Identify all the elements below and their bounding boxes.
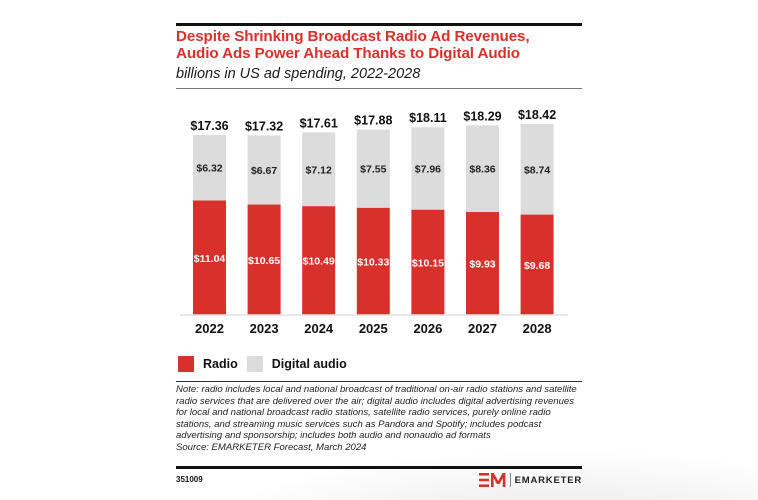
bar-radio-2026 <box>411 209 445 315</box>
data-label-radio-2025: $10.33 <box>357 256 389 268</box>
data-label-radio-2026: $10.15 <box>412 257 444 269</box>
total-label-2027: $18.29 <box>463 109 501 123</box>
total-label-2023: $17.32 <box>245 119 283 133</box>
chart-title-line-1: Despite Shrinking Broadcast Radio Ad Rev… <box>176 28 530 45</box>
bar-radio-2028 <box>520 214 554 315</box>
total-label-2025: $17.88 <box>354 114 392 128</box>
data-label-digital-audio-2025: $7.55 <box>360 164 386 176</box>
data-label-radio-2024: $10.49 <box>303 256 335 268</box>
legend-swatch-digital-audio <box>246 356 263 372</box>
data-label-digital-audio-2022: $6.32 <box>196 163 222 175</box>
data-label-digital-audio-2023: $6.67 <box>251 165 277 177</box>
chart-title-line-2: Audio Ads Power Ahead Thanks to Digital … <box>176 44 520 62</box>
bar-digital-audio-2022 <box>193 134 226 201</box>
legend-label-radio: Radio <box>203 357 238 371</box>
x-tick-label-2025: 2025 <box>359 321 388 336</box>
labels-layer: $6.32 $11.04 $17.36 2022 $6.67 $10.65 $17.32 20… <box>190 108 556 336</box>
bar-radio-2024 <box>302 206 336 315</box>
bar-digital-audio-2025 <box>356 129 390 208</box>
em-logo-icon <box>478 473 506 487</box>
bar-radio-2023 <box>247 204 281 315</box>
bar-digital-audio-2026 <box>411 127 445 210</box>
bar-digital-audio-2023 <box>247 135 281 205</box>
note-rule <box>176 381 582 382</box>
total-label-2026: $18.11 <box>409 111 447 125</box>
x-tick-label-2022: 2022 <box>195 321 224 336</box>
footer-rule <box>176 466 582 469</box>
data-label-radio-2028: $9.68 <box>524 260 550 272</box>
data-label-radio-2023: $10.65 <box>248 255 280 267</box>
x-tick-label-2026: 2026 <box>413 321 442 336</box>
chart-title: Despite Shrinking Broadcast Radio Ad Rev… <box>176 28 582 62</box>
note-text: Note: radio includes local and national … <box>176 384 577 442</box>
emarketer-logo: EMARKETER <box>478 473 582 487</box>
legend: Radio Digital audio <box>178 356 356 372</box>
total-label-2024: $17.61 <box>300 116 338 130</box>
legend-swatch-radio <box>178 356 194 372</box>
x-tick-label-2027: 2027 <box>468 321 497 336</box>
chart-subtitle: billions in US ad spending, 2022-2028 <box>176 66 421 82</box>
chart-card: Despite Shrinking Broadcast Radio Ad Rev… <box>176 0 582 500</box>
source-text: Source: EMARKETER Forecast, March 2024 <box>176 441 367 453</box>
x-tick-label-2024: 2024 <box>304 321 334 336</box>
bar-digital-audio-2028 <box>520 123 554 215</box>
bars-layer <box>193 123 554 315</box>
total-label-2028: $18.42 <box>518 108 556 122</box>
bar-radio-2022 <box>193 200 226 315</box>
data-label-digital-audio-2028: $8.74 <box>524 164 550 176</box>
bar-digital-audio-2024 <box>302 132 336 207</box>
bar-radio-2027 <box>466 212 499 315</box>
data-label-digital-audio-2026: $7.96 <box>415 163 441 175</box>
subtitle-rule <box>176 88 582 89</box>
note-block: Note: radio includes local and national … <box>176 384 582 454</box>
bar-radio-2025 <box>356 207 390 315</box>
x-tick-label-2023: 2023 <box>250 321 279 336</box>
stacked-bar-chart: $6.32 $11.04 $17.36 2022 $6.67 $10.65 $17.32 20… <box>180 108 568 336</box>
data-label-digital-audio-2024: $7.12 <box>306 164 332 176</box>
top-rule <box>176 23 582 26</box>
data-label-radio-2022: $11.04 <box>194 253 226 265</box>
legend-label-digital-audio: Digital audio <box>271 357 347 371</box>
bar-digital-audio-2027 <box>466 125 499 213</box>
x-tick-label-2028: 2028 <box>523 321 552 336</box>
brand-name: EMARKETER <box>514 474 582 486</box>
data-label-radio-2027: $9.93 <box>469 259 495 271</box>
total-label-2022: $17.36 <box>190 119 228 133</box>
data-label-digital-audio-2027: $8.36 <box>469 164 495 176</box>
chart-id: 351009 <box>176 475 203 484</box>
logo-separator <box>509 473 511 487</box>
